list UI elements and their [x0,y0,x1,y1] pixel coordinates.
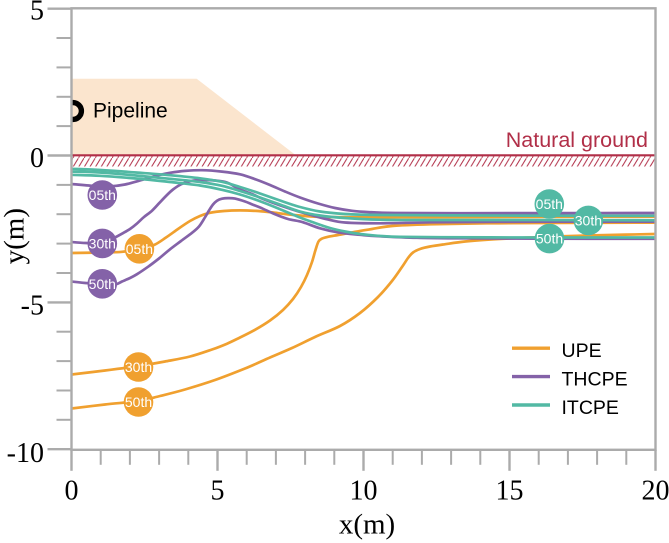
svg-text:THCPE: THCPE [562,369,628,391]
svg-text:x(m): x(m) [339,509,395,541]
svg-text:ITCPE: ITCPE [562,397,619,419]
svg-text:30th: 30th [575,212,602,228]
svg-text:10: 10 [350,476,378,507]
svg-text:50th: 50th [536,231,563,247]
svg-text:-10: -10 [7,438,44,469]
svg-text:-5: -5 [21,291,44,322]
svg-text:05th: 05th [536,196,563,212]
svg-text:20: 20 [642,476,669,507]
svg-text:y(m): y(m) [0,208,31,264]
svg-text:30th: 30th [125,359,152,375]
svg-text:UPE: UPE [562,340,602,362]
svg-text:50th: 50th [125,394,152,410]
svg-text:0: 0 [30,143,44,174]
svg-text:5: 5 [30,0,44,27]
svg-text:Pipeline: Pipeline [93,100,168,123]
svg-text:15: 15 [496,476,524,507]
svg-text:05th: 05th [89,187,116,203]
svg-text:5: 5 [211,476,225,507]
svg-text:50th: 50th [89,276,116,292]
svg-text:30th: 30th [89,235,116,251]
svg-text:Natural ground: Natural ground [506,128,648,152]
svg-text:05th: 05th [126,241,153,257]
svg-text:0: 0 [65,476,79,507]
